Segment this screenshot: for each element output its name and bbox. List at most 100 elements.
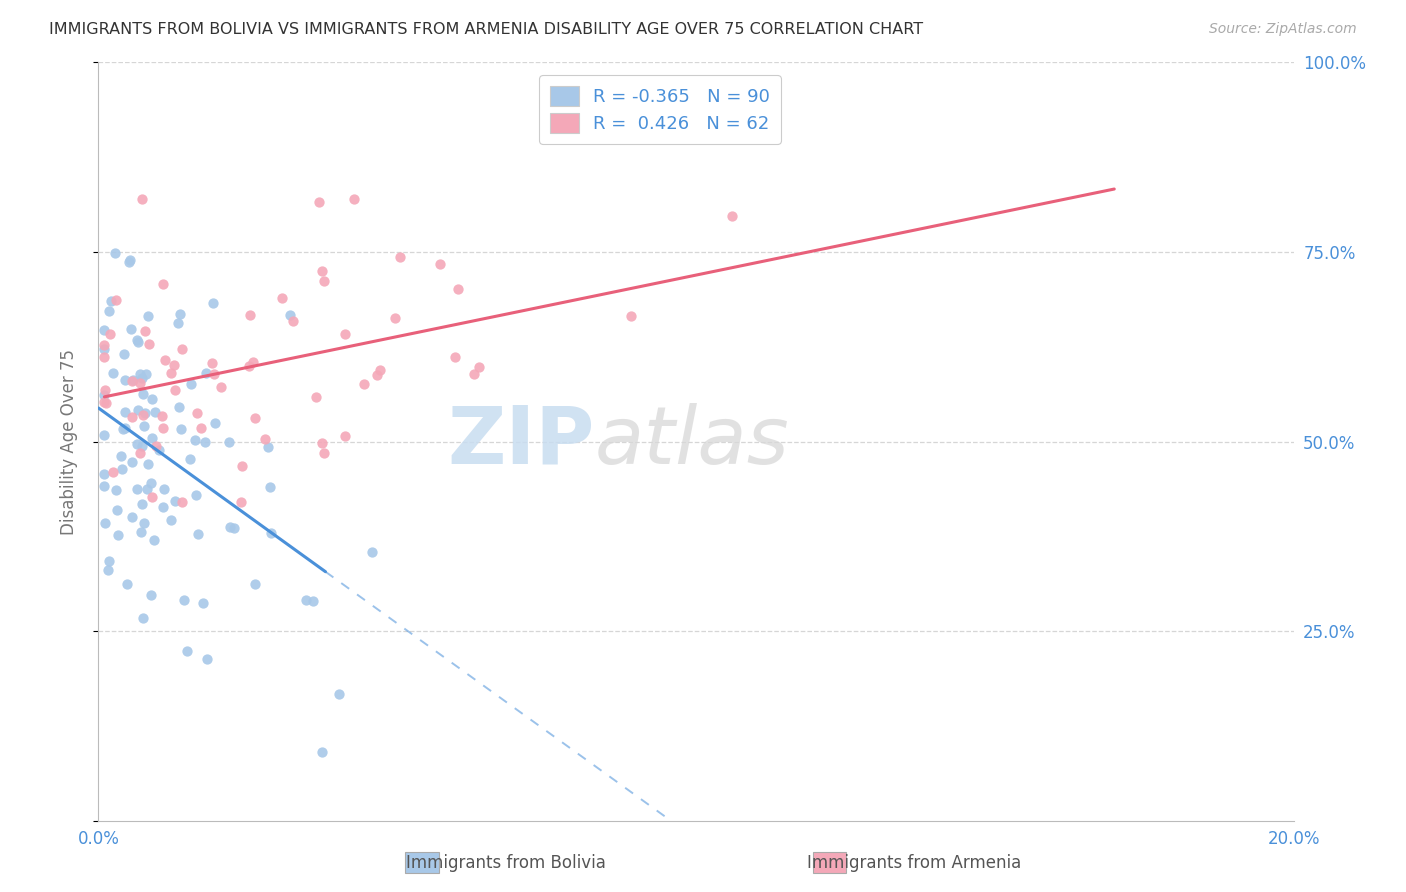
Point [128, 368, 150, 382]
Point [93, 467, 115, 481]
Point [121, 373, 143, 387]
Point [111, 422, 134, 436]
Point [100, 294, 122, 309]
Point [93, 350, 115, 364]
Point [368, 363, 391, 377]
Point [141, 392, 163, 406]
Point [218, 435, 240, 450]
Point [114, 421, 136, 435]
Point [127, 335, 149, 350]
Point [121, 374, 143, 388]
Point [311, 264, 333, 278]
Point [305, 390, 328, 404]
Text: atlas: atlas [595, 402, 789, 481]
Point [311, 436, 333, 450]
Point [115, 577, 138, 591]
Point [163, 358, 186, 372]
Point [134, 406, 156, 420]
Point [166, 316, 188, 330]
Point [132, 611, 155, 625]
Point [101, 465, 124, 479]
Point [193, 596, 215, 610]
Point [93, 395, 115, 409]
Point [131, 497, 153, 511]
Point [145, 439, 167, 453]
Point [101, 366, 124, 380]
FancyBboxPatch shape [813, 852, 846, 873]
Point [153, 353, 176, 368]
Point [159, 513, 181, 527]
Point [463, 367, 485, 381]
Point [342, 192, 364, 206]
Point [152, 277, 174, 292]
Point [141, 588, 163, 602]
Point [98, 326, 121, 341]
Point [125, 333, 148, 347]
Point [328, 687, 350, 701]
Point [165, 494, 187, 508]
Point [97, 563, 120, 577]
Point [98, 303, 121, 318]
Point [94, 516, 117, 530]
Point [172, 495, 194, 509]
Point [172, 342, 194, 356]
Point [129, 524, 152, 539]
Text: ZIP: ZIP [447, 402, 595, 481]
Point [242, 355, 264, 369]
Point [260, 526, 283, 541]
Point [153, 482, 176, 496]
Point [128, 376, 150, 390]
Point [187, 526, 209, 541]
Text: Source: ZipAtlas.com: Source: ZipAtlas.com [1209, 22, 1357, 37]
Point [104, 293, 127, 308]
Point [131, 371, 153, 385]
Point [97, 554, 120, 568]
Point [219, 520, 242, 534]
Point [231, 495, 253, 509]
Point [121, 510, 143, 524]
Point [136, 310, 159, 324]
Point [353, 377, 375, 392]
Point [180, 377, 202, 392]
Point [259, 480, 281, 494]
Point [160, 366, 183, 380]
Point [110, 462, 132, 476]
Point [620, 309, 643, 323]
Point [308, 195, 330, 210]
Point [257, 440, 280, 454]
Point [254, 432, 277, 446]
Point [429, 257, 451, 271]
Point [170, 422, 193, 436]
Point [179, 452, 201, 467]
Point [312, 274, 335, 288]
Point [145, 405, 167, 419]
Point [165, 383, 187, 397]
Point [335, 326, 357, 341]
Point [176, 644, 198, 658]
Point [311, 745, 333, 759]
Point [167, 401, 190, 415]
Legend: R = -0.365   N = 90, R =  0.426   N = 62: R = -0.365 N = 90, R = 0.426 N = 62 [538, 75, 782, 144]
Point [361, 545, 384, 559]
Point [271, 291, 294, 305]
Y-axis label: Disability Age Over 75: Disability Age Over 75 [59, 349, 77, 534]
Point [136, 457, 159, 471]
Point [201, 296, 224, 310]
Point [202, 368, 225, 382]
Point [93, 388, 115, 402]
Point [134, 516, 156, 531]
Point [93, 427, 115, 442]
Point [231, 458, 253, 473]
Point [132, 408, 155, 422]
Point [239, 308, 262, 322]
Point [190, 421, 212, 435]
Point [129, 446, 152, 460]
Point [114, 373, 136, 387]
Point [93, 338, 115, 352]
Point [135, 368, 157, 382]
Point [280, 309, 302, 323]
Point [152, 421, 174, 435]
Point [184, 488, 207, 502]
Point [366, 368, 388, 382]
Point [468, 360, 491, 375]
